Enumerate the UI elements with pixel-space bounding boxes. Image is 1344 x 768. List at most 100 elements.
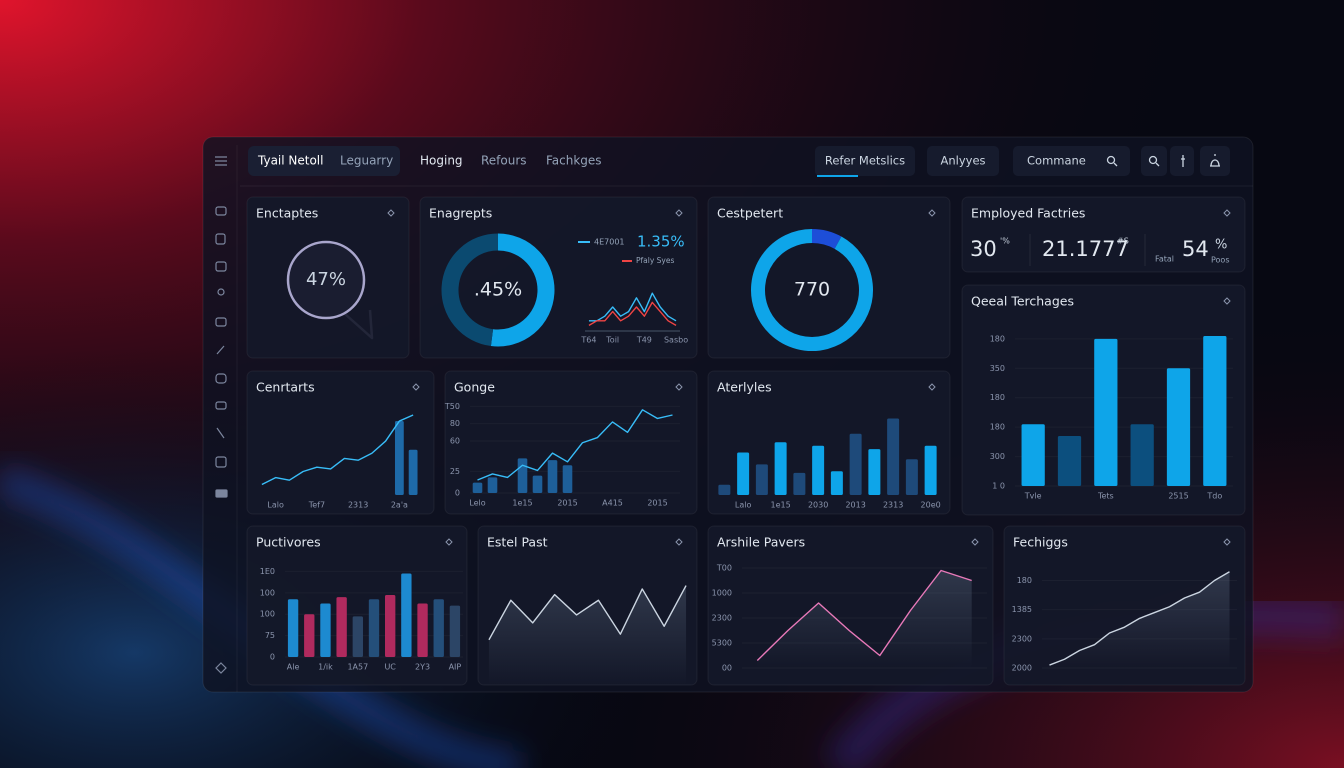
- nav-link[interactable]: Hoging: [420, 154, 463, 168]
- panel-menu[interactable]: [928, 209, 936, 217]
- x-tick-label: Tef7: [308, 501, 325, 510]
- panel-title: Enctaptes: [256, 206, 318, 221]
- area: [1049, 571, 1230, 668]
- nav-icon[interactable]: [215, 206, 227, 216]
- y-tick-label: 2000: [1012, 664, 1032, 673]
- y-tick-label: 1000: [712, 589, 732, 598]
- nav-link[interactable]: Refours: [481, 154, 527, 168]
- nav-icon[interactable]: [215, 317, 227, 327]
- panel-menu[interactable]: [1223, 297, 1231, 305]
- stat-value: 30: [970, 237, 997, 261]
- x-tick-label: 2313: [348, 501, 368, 510]
- bar: [385, 594, 396, 657]
- bar: [1203, 335, 1227, 486]
- x-tick-label: 20e0: [921, 501, 941, 510]
- tab[interactable]: [815, 146, 915, 176]
- line: [477, 409, 673, 481]
- bar: [304, 614, 315, 657]
- panel-menu[interactable]: [675, 538, 683, 546]
- y-tick-label: 1385: [1012, 605, 1032, 614]
- icon-button[interactable]: [1170, 146, 1194, 176]
- panel-title: Qeeal Terchages: [971, 294, 1074, 309]
- panel-title: Cenrtarts: [256, 380, 315, 395]
- panel-menu[interactable]: [1223, 209, 1231, 217]
- x-tick-label: Ale: [287, 663, 300, 672]
- bar: [394, 421, 404, 495]
- panel-title: Gonge: [454, 380, 495, 395]
- nav-link[interactable]: Fachkges: [546, 154, 602, 168]
- y-tick-label: T50: [444, 402, 460, 411]
- legend-label: 4E7001: [594, 238, 625, 247]
- bar: [487, 477, 498, 493]
- nav-icon[interactable]: [215, 662, 227, 674]
- nav-icon[interactable]: [217, 288, 225, 296]
- bar: [887, 418, 900, 495]
- donut-segment: [811, 229, 842, 249]
- legend-label: Pfaly Syes: [636, 256, 674, 265]
- bar: [1057, 435, 1082, 486]
- icon-button[interactable]: [1200, 146, 1230, 176]
- x-tick-label: 1e15: [512, 499, 532, 508]
- bar: [449, 605, 461, 657]
- panel-menu[interactable]: [387, 209, 395, 217]
- panel: [419, 196, 698, 359]
- brand-pill[interactable]: [248, 146, 400, 176]
- bar: [320, 603, 331, 657]
- panel-title: Aterlyles: [717, 380, 772, 395]
- tab-label: Anlyyes: [940, 154, 985, 168]
- nav-icon[interactable]: [216, 427, 225, 439]
- panel: [444, 370, 698, 515]
- panel-title: Puctivores: [256, 535, 321, 550]
- x-tick-label: 2013: [845, 501, 865, 510]
- tab[interactable]: [927, 146, 999, 176]
- y-tick-label: 100: [260, 610, 275, 619]
- panel-menu[interactable]: [445, 538, 453, 546]
- stat-sup: %: [1215, 238, 1227, 253]
- bar: [774, 442, 787, 495]
- x-tick-label: T49: [636, 336, 652, 345]
- line: [756, 569, 972, 662]
- stat-value: 21.1777: [1042, 237, 1129, 261]
- panel-menu[interactable]: [675, 383, 683, 391]
- panel: [961, 196, 1246, 273]
- area: [757, 570, 972, 668]
- bar: [812, 445, 825, 495]
- y-tick-label: 180: [990, 393, 1005, 402]
- x-tick-label: 2313: [883, 501, 903, 510]
- y-tick-label: 2300: [712, 614, 732, 623]
- nav-icon[interactable]: [215, 456, 227, 468]
- x-tick-label: 2015: [647, 499, 667, 508]
- search-box[interactable]: [1013, 146, 1130, 176]
- x-tick-label: AIP: [449, 663, 462, 672]
- bar: [352, 616, 363, 657]
- panel-menu[interactable]: [928, 383, 936, 391]
- panel-menu[interactable]: [1223, 538, 1231, 546]
- nav-icon[interactable]: [216, 345, 225, 355]
- panel-menu[interactable]: [412, 383, 420, 391]
- nav-icon[interactable]: [215, 489, 228, 498]
- nav-icon[interactable]: [215, 401, 227, 410]
- bar: [718, 484, 731, 495]
- x-tick-label: Tvle: [1024, 492, 1042, 501]
- x-tick-label: 2515: [1168, 492, 1188, 501]
- stat-sub: Poos: [1211, 256, 1230, 265]
- menu-icon[interactable]: [215, 156, 227, 166]
- x-tick-label: Lalo: [267, 501, 284, 510]
- nav-icon[interactable]: [215, 373, 227, 384]
- bar: [793, 472, 806, 495]
- bar: [905, 459, 918, 495]
- line: [588, 301, 677, 327]
- search-icon[interactable]: [1106, 155, 1116, 165]
- nav-icon[interactable]: [215, 233, 226, 245]
- bar: [1130, 424, 1154, 486]
- x-tick-label: 1e15: [771, 501, 791, 510]
- panel-menu[interactable]: [971, 538, 979, 546]
- nav-icon[interactable]: [215, 261, 227, 272]
- bar: [924, 445, 937, 495]
- panel-title: Fechiggs: [1013, 535, 1068, 550]
- y-tick-label: 25: [450, 467, 460, 476]
- y-tick-label: 80: [450, 419, 460, 428]
- bar: [1166, 368, 1191, 486]
- panel-menu[interactable]: [675, 209, 683, 217]
- icon-button[interactable]: [1141, 146, 1167, 176]
